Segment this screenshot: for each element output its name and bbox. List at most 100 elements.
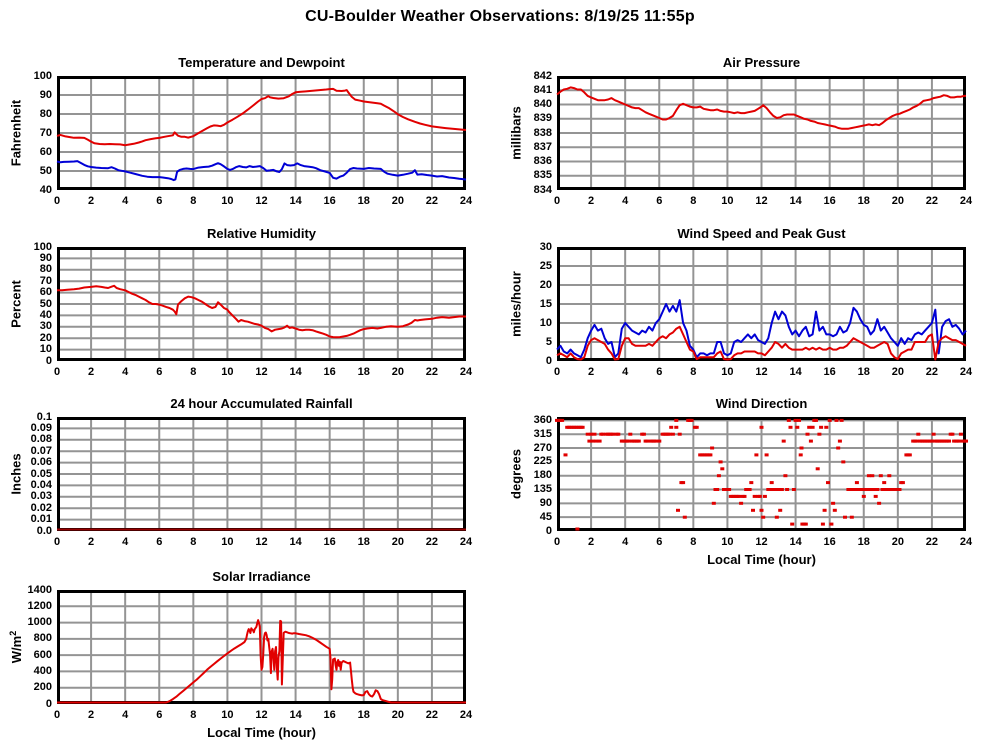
plot-area-accumulated-rainfall [57, 417, 466, 531]
y-tick-label: 80 [39, 107, 52, 120]
y-tick-label: 100 [33, 69, 52, 82]
x-tick-label: 20 [391, 366, 404, 378]
x-tick-label: 14 [289, 195, 302, 207]
scatter-point [947, 439, 951, 443]
scatter-point [575, 527, 580, 531]
scatter-point [878, 474, 883, 478]
scatter-point [708, 453, 713, 457]
x-tick-label: 4 [122, 536, 129, 548]
series-peak-gust [556, 299, 967, 359]
x-tick-label: 16 [823, 195, 836, 207]
plot-border [557, 247, 966, 361]
scatter-point [560, 418, 565, 422]
scatter-point [875, 488, 880, 491]
scatter-point [597, 439, 602, 443]
chart-title: Wind Direction [715, 396, 808, 411]
scatter-point [757, 494, 762, 498]
chart-title: Air Pressure [722, 55, 801, 70]
x-tick-label: 0 [53, 366, 61, 378]
scatter-point [791, 488, 796, 491]
scatter-point [774, 515, 779, 519]
scatter-point [870, 474, 875, 478]
x-tick-label: 20 [891, 366, 904, 378]
scatter-point [803, 522, 808, 526]
scatter-point [720, 467, 725, 471]
scatter-point [795, 425, 800, 429]
scatter-point [880, 488, 885, 491]
scatter-point [808, 439, 813, 443]
series-dewpoint [56, 160, 467, 182]
x-tick-label: 22 [925, 195, 939, 207]
y-tick-label: 30 [39, 320, 52, 333]
x-tick-label: 4 [622, 536, 629, 548]
x-tick-label: 2 [588, 536, 595, 548]
x-tick-label: 2 [88, 366, 95, 378]
x-tick-label: 22 [425, 709, 439, 721]
scatter-point [762, 494, 767, 498]
x-tick-label: 4 [622, 195, 629, 207]
scatter-point [929, 439, 934, 443]
x-tick-label: 2 [588, 366, 595, 378]
y-tick-label: 315 [533, 427, 552, 440]
scatter-point [710, 446, 715, 450]
y-tick-label: 0.04 [30, 478, 52, 491]
scatter-point [754, 453, 759, 457]
y-tick-label: 90 [39, 251, 52, 264]
scatter-point [563, 453, 568, 457]
scatter-point [592, 432, 597, 436]
plot-area-temperature-dewpoint [56, 76, 467, 190]
y-tick-label: 10 [539, 316, 552, 329]
y-tick-label: 0.01 [30, 513, 52, 526]
scatter-point [958, 432, 963, 436]
x-tick-label: 12 [755, 536, 768, 548]
y-tick-label: 0.07 [30, 444, 52, 457]
scatter-point [820, 522, 825, 526]
scatter-point [681, 481, 686, 485]
scatter-point [829, 522, 834, 526]
y-tick-label: 70 [39, 274, 52, 287]
chart-title: Relative Humidity [206, 226, 317, 241]
scatter-point [594, 439, 599, 443]
plot-border [57, 76, 466, 190]
y-tick-label: 200 [33, 681, 52, 694]
x-tick-label: 6 [156, 366, 163, 378]
y-tick-label: 841 [533, 83, 552, 96]
x-tick-label: 16 [823, 536, 836, 548]
x-tick-label: 20 [891, 195, 904, 207]
plot-area-solar-irradiance [57, 590, 466, 704]
plot-border [57, 590, 466, 704]
plot-border [57, 247, 466, 361]
y-tick-label: 20 [39, 331, 52, 344]
scatter-point [674, 418, 679, 422]
plot-border [557, 76, 966, 190]
scatter-point [885, 488, 890, 491]
plot-area-relative-humidity [57, 247, 466, 361]
scatter-point [786, 418, 791, 422]
scatter-point [805, 432, 810, 436]
chart-title: Temperature and Dewpoint [178, 55, 345, 70]
x-tick-label: 8 [190, 536, 197, 548]
scatter-point [590, 439, 595, 443]
scatter-point [866, 474, 871, 478]
y-tick-label: 360 [533, 413, 552, 426]
x-tick-label: 18 [857, 195, 870, 207]
x-tick-label: 24 [459, 709, 473, 721]
y-tick-label: 0 [545, 354, 552, 367]
x-tick-label: 2 [88, 195, 95, 207]
x-tick-label: 24 [959, 366, 973, 378]
scatter-point [670, 432, 675, 436]
scatter-point [914, 439, 919, 443]
x-tick-label: 12 [755, 366, 768, 378]
x-tick-label: 8 [190, 366, 197, 378]
scatter-point [759, 508, 764, 512]
x-tick-label: 20 [391, 536, 404, 548]
scatter-point [611, 432, 616, 436]
y-tick-label: 838 [533, 126, 552, 139]
series-wind-speed [556, 325, 967, 361]
x-tick-label: 12 [255, 536, 268, 548]
scatter-point [873, 494, 878, 498]
x-tick-label: 22 [425, 536, 439, 548]
x-tick-label: 22 [425, 366, 439, 378]
scatter-point [601, 432, 605, 436]
